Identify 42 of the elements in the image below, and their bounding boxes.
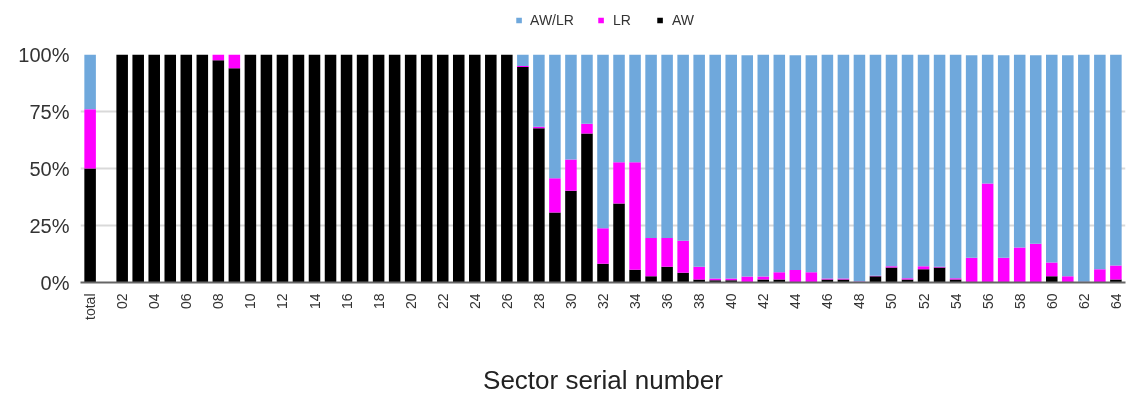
x-tick-label: 28 <box>530 293 547 310</box>
x-tick-label: 18 <box>370 293 387 310</box>
x-tick-label: 24 <box>466 293 483 310</box>
x-tick-label: 48 <box>851 293 868 310</box>
x-tick-label: 26 <box>498 293 515 310</box>
x-tick-label: total <box>82 293 99 320</box>
y-tick-label: 50% <box>29 157 70 180</box>
x-tick-label: 30 <box>562 293 579 310</box>
x-tick-label: 02 <box>114 293 131 310</box>
x-tick-label: 42 <box>755 293 772 310</box>
x-tick-label: 54 <box>947 293 964 310</box>
x-tick-label: 56 <box>979 293 996 310</box>
x-tick-label: 32 <box>595 293 611 310</box>
x-tick-label: 58 <box>1011 293 1028 310</box>
x-tick-label: 16 <box>338 293 355 310</box>
x-tick-label: 04 <box>146 293 163 310</box>
x-tick-label: 10 <box>242 293 259 310</box>
x-tick-label: 52 <box>915 293 932 310</box>
y-tick-label: 75% <box>29 100 70 123</box>
x-tick-label: 50 <box>883 293 900 310</box>
x-tick-label: 14 <box>306 293 323 310</box>
x-tick-label: 22 <box>434 293 451 310</box>
x-tick-label: 36 <box>659 293 676 310</box>
legend-label: AW/LR <box>530 12 574 28</box>
x-tick-label: 34 <box>627 293 644 310</box>
x-tick-label: 44 <box>787 293 804 310</box>
x-tick-label: 06 <box>178 293 195 310</box>
legend-label: AW <box>671 12 694 28</box>
x-tick-label: 46 <box>819 293 836 310</box>
x-tick-label: 40 <box>723 293 740 310</box>
legend-label: LR <box>612 12 632 28</box>
x-axis-title: Sector serial number <box>483 364 724 395</box>
x-tick-label: 12 <box>274 293 291 310</box>
y-tick-label: 100% <box>18 43 70 66</box>
x-tick-label: 08 <box>210 293 227 310</box>
x-tick-label: 38 <box>691 293 708 310</box>
x-tick-label: 60 <box>1043 293 1060 310</box>
x-tick-label: 64 <box>1107 293 1124 310</box>
y-tick-label: 0% <box>40 271 70 294</box>
x-tick-label: 62 <box>1075 293 1092 310</box>
x-tick-label: 20 <box>402 293 419 310</box>
y-tick-label: 25% <box>29 214 70 237</box>
